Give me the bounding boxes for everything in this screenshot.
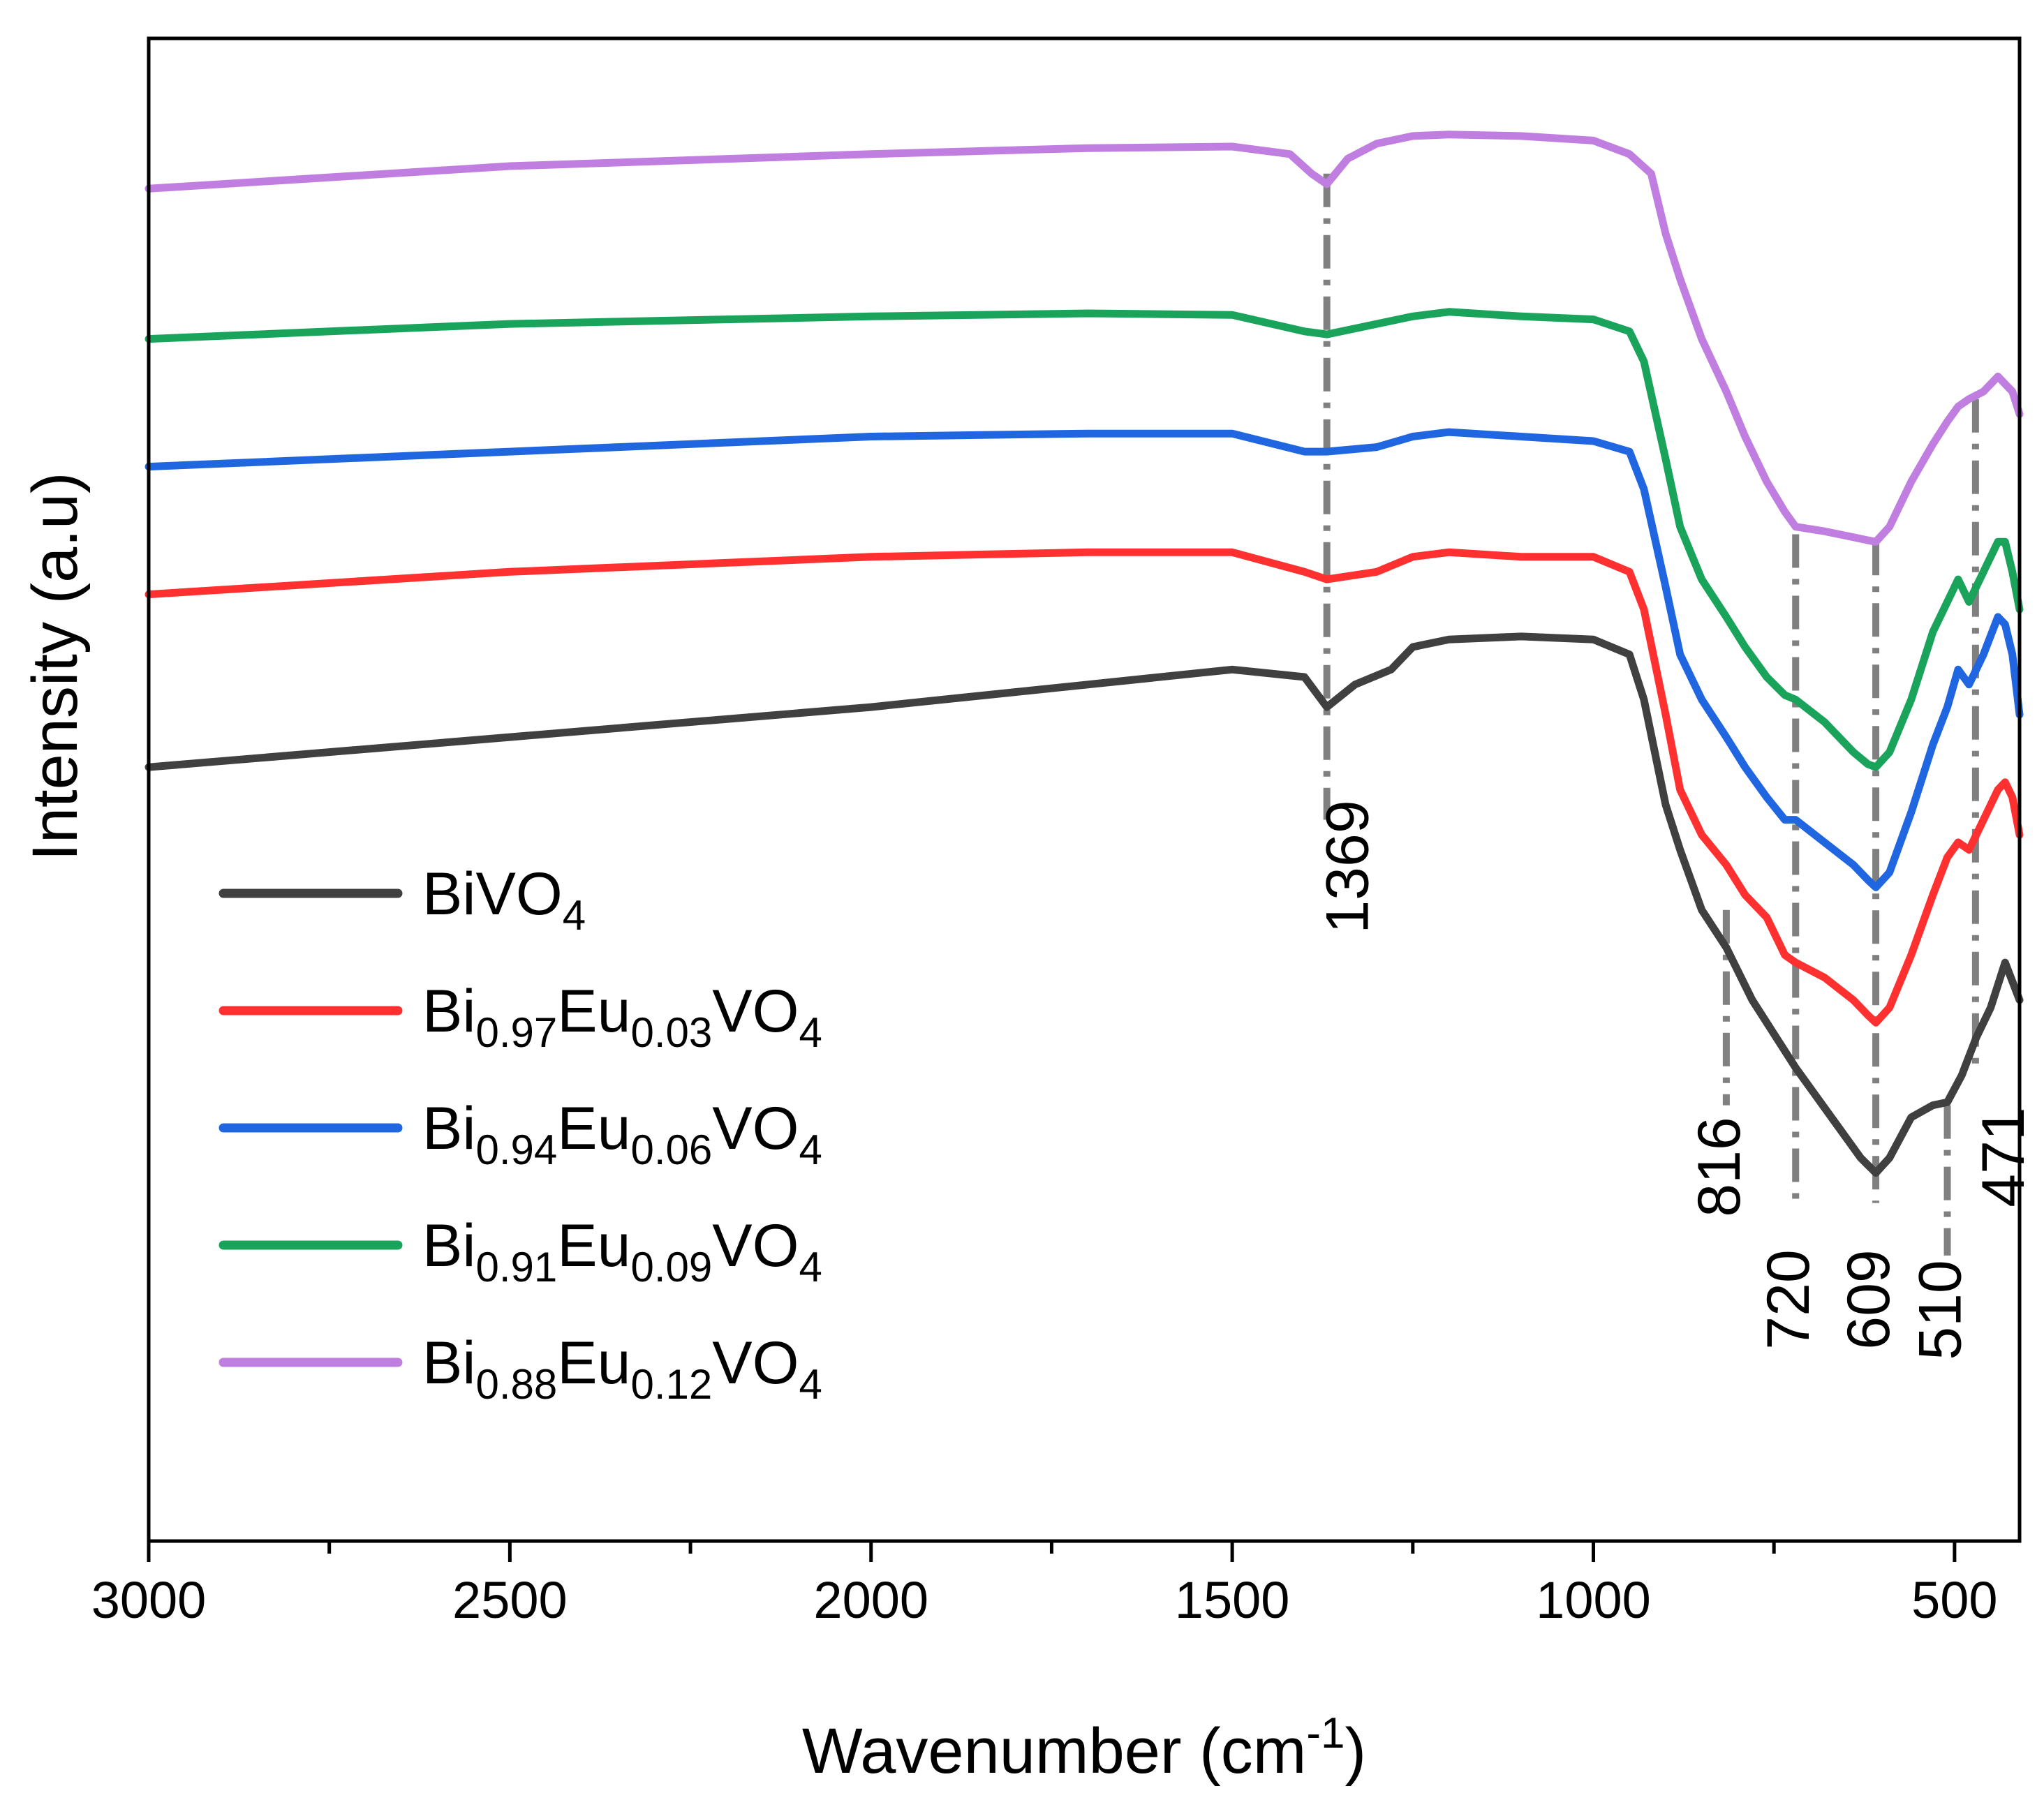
peak-label-609: 609 (1835, 1249, 1902, 1350)
x-tick-label: 1000 (1536, 1571, 1651, 1629)
legend-label-4: Bi0.88Eu0.12VO4 (422, 1330, 822, 1408)
series-line-3 (145, 308, 2024, 771)
x-axis-ticks: 3000 2500 2000 1500 1000 500 (91, 1541, 1998, 1629)
x-tick-label: 2000 (813, 1571, 928, 1629)
x-axis-title: Wavenumber (cm-1) (802, 1709, 1366, 1787)
legend: BiVO4 Bi0.97Eu0.03VO4 Bi0.94Eu0.06VO4 Bi0.9… (219, 861, 822, 1408)
y-axis-title: Intensity (a.u) (20, 472, 91, 861)
x-tick-label: 1500 (1175, 1571, 1290, 1629)
peak-label-816: 816 (1686, 1117, 1753, 1217)
spectrum-series-group (145, 131, 2024, 1177)
legend-label-1: Bi0.97Eu0.03VO4 (422, 978, 822, 1056)
x-tick-label: 3000 (91, 1571, 207, 1629)
x-tick-label: 2500 (452, 1571, 568, 1629)
peak-label-720: 720 (1755, 1249, 1822, 1350)
legend-label-0: BiVO4 (422, 861, 586, 939)
plot-frame (147, 36, 2022, 1543)
peak-marker-lines (1323, 173, 1979, 1256)
series-line-4 (145, 131, 2024, 546)
series-line-1 (145, 548, 2024, 1027)
peak-label-510: 510 (1907, 1260, 1974, 1360)
series-line-0 (145, 632, 2024, 1177)
series-line-2 (145, 428, 2024, 891)
peak-label-471: 471 (1970, 1107, 2037, 1207)
legend-label-2: Bi0.94Eu0.06VO4 (422, 1095, 822, 1173)
peak-label-1369: 1369 (1314, 800, 1382, 933)
legend-label-3: Bi0.91Eu0.09VO4 (422, 1212, 822, 1291)
x-tick-label: 500 (1911, 1571, 1997, 1629)
